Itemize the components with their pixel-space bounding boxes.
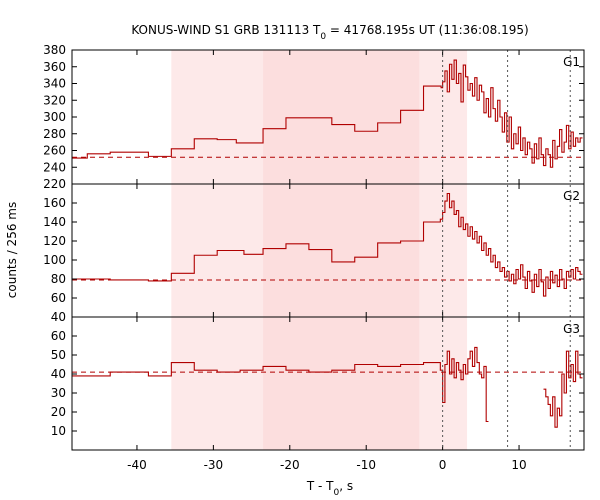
y-tick-label: 160: [43, 196, 66, 210]
panel-label-g1: G1: [563, 55, 580, 69]
panel-g2: 40 60 80 100 120 140 160 G2: [43, 184, 584, 324]
y-tick-label: 100: [43, 253, 66, 267]
y-tick-label: 260: [43, 144, 66, 158]
light-curve-g3-late: [543, 350, 583, 428]
y-tick-label: 20: [51, 405, 66, 419]
y-tick-label: 220: [43, 177, 66, 191]
x-tick-label: -40: [127, 458, 147, 472]
y-tick-label: 320: [43, 93, 66, 107]
y-tick-label: 360: [43, 60, 66, 74]
y-tick-label: 60: [51, 291, 66, 305]
y-tick-label: 40: [51, 367, 66, 381]
x-tick-label: 10: [511, 458, 526, 472]
y-tick-label: 140: [43, 215, 66, 229]
panel-frames: [71, 49, 585, 451]
y-tick-label: 240: [43, 160, 66, 174]
y-tick-label: 60: [51, 329, 66, 343]
light-curve-g3: [72, 346, 489, 423]
y-tick-label: 50: [51, 348, 66, 362]
x-axis: -40 -30 -20 -10 0 10: [127, 458, 527, 472]
shaded-interval-2: [263, 50, 420, 450]
x-tick-label: -30: [204, 458, 224, 472]
panel-g1: 220 240 260 280 300 320 340 360 380 G1: [43, 43, 584, 191]
panels: 220 240 260 280 300 320 340 360 380 G1 40 60 80 100 12…: [43, 43, 584, 450]
y-tick-label: 10: [51, 424, 66, 438]
y-tick-label: 340: [43, 77, 66, 91]
y-tick-label: 380: [43, 43, 66, 57]
y-tick-label: 280: [43, 127, 66, 141]
shaded-intervals: [171, 50, 468, 450]
y-tick-label: 80: [51, 272, 66, 286]
x-tick-label: 0: [439, 458, 447, 472]
shaded-interval-3: [419, 50, 468, 450]
light-curve-g1: [72, 59, 583, 168]
y-tick-label: 40: [51, 310, 66, 324]
reference-lines: [442, 50, 571, 450]
panel-label-g3: G3: [563, 322, 580, 336]
y-tick-label: 30: [51, 386, 66, 400]
panel-frame-3: [71, 316, 585, 451]
x-tick-label: -10: [356, 458, 376, 472]
panel-g3: 10 20 30 40 50 60 G3: [51, 317, 584, 450]
x-axis-label: T - T0, s: [306, 479, 353, 498]
light-curve-g2: [72, 192, 583, 297]
chart-title: KONUS-WIND S1 GRB 131113 T0 = 41768.195s…: [131, 23, 528, 42]
y-tick-label: 120: [43, 234, 66, 248]
y-tick-label: 300: [43, 110, 66, 124]
x-tick-label: -20: [280, 458, 300, 472]
panel-label-g2: G2: [563, 189, 580, 203]
y-axis-label: counts / 256 ms: [5, 202, 19, 298]
